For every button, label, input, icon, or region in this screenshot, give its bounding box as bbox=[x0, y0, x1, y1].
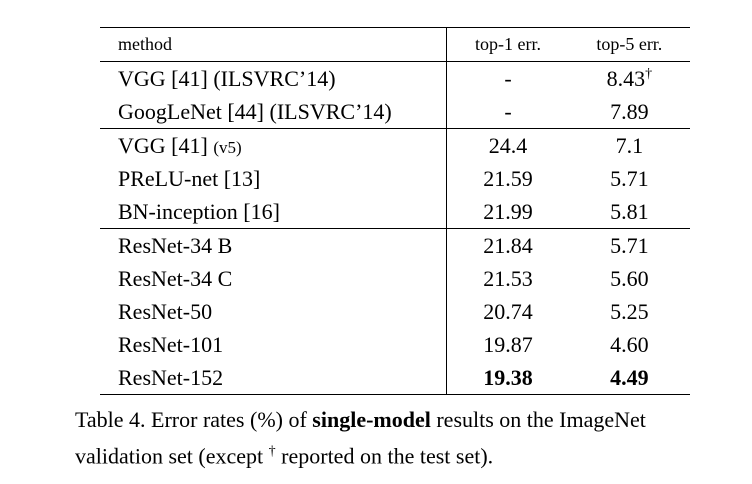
method-name: ResNet-34 C bbox=[118, 265, 233, 291]
method-cell: VGG [41] (ILSVRC’14) bbox=[100, 61, 448, 95]
method-name: BN-inception [16] bbox=[118, 198, 280, 224]
top5-cell: 5.60 bbox=[569, 262, 690, 295]
caption-text: reported on the test set). bbox=[275, 443, 494, 469]
top1-cell: - bbox=[446, 61, 569, 95]
top5-cell: 5.71 bbox=[568, 228, 690, 262]
header-cell: top-1 err. bbox=[446, 27, 569, 62]
table-row: ResNet-101 19.87 4.60 bbox=[100, 328, 690, 361]
method-note: (v5) bbox=[213, 137, 242, 157]
top1-value: - bbox=[504, 65, 512, 91]
top5-cell: 7.89 bbox=[569, 95, 690, 129]
top1-cell: 19.38 bbox=[447, 361, 569, 395]
top1-value: 21.99 bbox=[483, 198, 533, 224]
top1-value: - bbox=[504, 98, 512, 124]
table-row: ResNet-34 C 21.53 5.60 bbox=[100, 262, 690, 295]
caption-bold: single-model bbox=[312, 407, 431, 432]
top1-cell: - bbox=[447, 95, 569, 129]
table-row: ResNet-152 19.38 4.49 bbox=[100, 361, 690, 395]
method-name: VGG [41] (ILSVRC’14) bbox=[118, 65, 336, 91]
top5-value: 5.71 bbox=[610, 165, 649, 191]
method-cell: GoogLeNet [44] (ILSVRC’14) bbox=[100, 95, 448, 129]
method-cell: ResNet-152 bbox=[100, 361, 448, 395]
method-cell: BN-inception [16] bbox=[100, 195, 448, 229]
top1-cell: 20.74 bbox=[447, 295, 569, 328]
top5-cell: 5.25 bbox=[569, 295, 690, 328]
table-row: GoogLeNet [44] (ILSVRC’14) - 7.89 bbox=[100, 95, 690, 129]
method-cell: ResNet-50 bbox=[100, 295, 448, 328]
table-row: VGG [41] (v5) 24.4 7.1 bbox=[100, 128, 690, 162]
header-cell: top-5 err. bbox=[568, 27, 690, 62]
caption-text: results on the ImageNet validation set (… bbox=[75, 407, 646, 469]
top5-cell: 7.1 bbox=[568, 128, 690, 162]
top5-cell: 4.60 bbox=[569, 328, 690, 361]
method-cell: ResNet-34 B bbox=[100, 228, 448, 262]
top5-value: 5.81 bbox=[610, 198, 649, 224]
results-table: method top-1 err. top-5 err. VGG [41] (I… bbox=[100, 27, 690, 395]
top1-value: 21.53 bbox=[483, 265, 533, 291]
top1-cell: 19.87 bbox=[447, 328, 569, 361]
top1-cell: 21.59 bbox=[447, 162, 569, 195]
top5-value: 5.71 bbox=[610, 232, 649, 258]
caption-text: Table 4. Error rates (%) of bbox=[75, 407, 313, 432]
caption-dagger: † bbox=[268, 444, 276, 459]
top5-value: 4.49 bbox=[610, 364, 649, 390]
top5-cell: 5.71 bbox=[569, 162, 690, 195]
top1-cell: 21.53 bbox=[447, 262, 569, 295]
top5-cell: 8.43† bbox=[568, 61, 690, 95]
table-row: VGG [41] (ILSVRC’14) - 8.43† bbox=[100, 61, 690, 95]
top5-value: 4.60 bbox=[610, 331, 649, 357]
method-name: ResNet-152 bbox=[118, 364, 224, 390]
top5-value: 7.89 bbox=[610, 98, 649, 124]
top1-cell: 21.99 bbox=[447, 195, 569, 229]
dagger: † bbox=[645, 66, 653, 82]
top1-value: 19.38 bbox=[483, 364, 533, 390]
method-cell: VGG [41] (v5) bbox=[100, 128, 448, 162]
top5-value: 5.25 bbox=[610, 298, 649, 324]
table-row: PReLU-net [13] 21.59 5.71 bbox=[100, 162, 690, 195]
header-row: method top-1 err. top-5 err. bbox=[100, 27, 690, 62]
top5-value: 5.60 bbox=[610, 265, 649, 291]
table-row: ResNet-50 20.74 5.25 bbox=[100, 295, 690, 328]
method-cell: ResNet-34 C bbox=[100, 262, 448, 295]
method-name: ResNet-34 B bbox=[118, 232, 233, 258]
top5-cell: 5.81 bbox=[569, 195, 690, 229]
top5-cell: 4.49 bbox=[569, 361, 690, 395]
top1-value: 24.4 bbox=[488, 132, 528, 158]
top1-value: 21.59 bbox=[483, 165, 533, 191]
caption: Table 4. Error rates (%) of single-model… bbox=[75, 404, 735, 472]
method-name: PReLU-net [13] bbox=[118, 165, 261, 191]
top1-cell: 24.4 bbox=[446, 128, 569, 162]
table-header: method top-1 err. top-5 err. bbox=[100, 27, 690, 62]
method-name: ResNet-101 bbox=[118, 331, 224, 357]
table-row: BN-inception [16] 21.99 5.81 bbox=[100, 195, 690, 229]
table-row: ResNet-34 B 21.84 5.71 bbox=[100, 228, 690, 262]
method-cell: ResNet-101 bbox=[100, 328, 448, 361]
top1-cell: 21.84 bbox=[446, 228, 569, 262]
method-cell: PReLU-net [13] bbox=[100, 162, 448, 195]
header-cell: method bbox=[100, 27, 448, 62]
top5-value: 7.1 bbox=[615, 132, 644, 158]
top5-value: 8.43 bbox=[606, 65, 646, 91]
table-body: VGG [41] (ILSVRC’14) -8.43† GoogLeNet [44]… bbox=[100, 61, 690, 395]
method-name: VGG [41] bbox=[118, 132, 208, 158]
top1-value: 20.74 bbox=[483, 298, 533, 324]
method-name: ResNet-50 bbox=[118, 298, 213, 324]
top1-value: 21.84 bbox=[483, 232, 533, 258]
method-name: GoogLeNet [44] (ILSVRC’14) bbox=[118, 98, 392, 124]
top1-value: 19.87 bbox=[483, 331, 533, 357]
